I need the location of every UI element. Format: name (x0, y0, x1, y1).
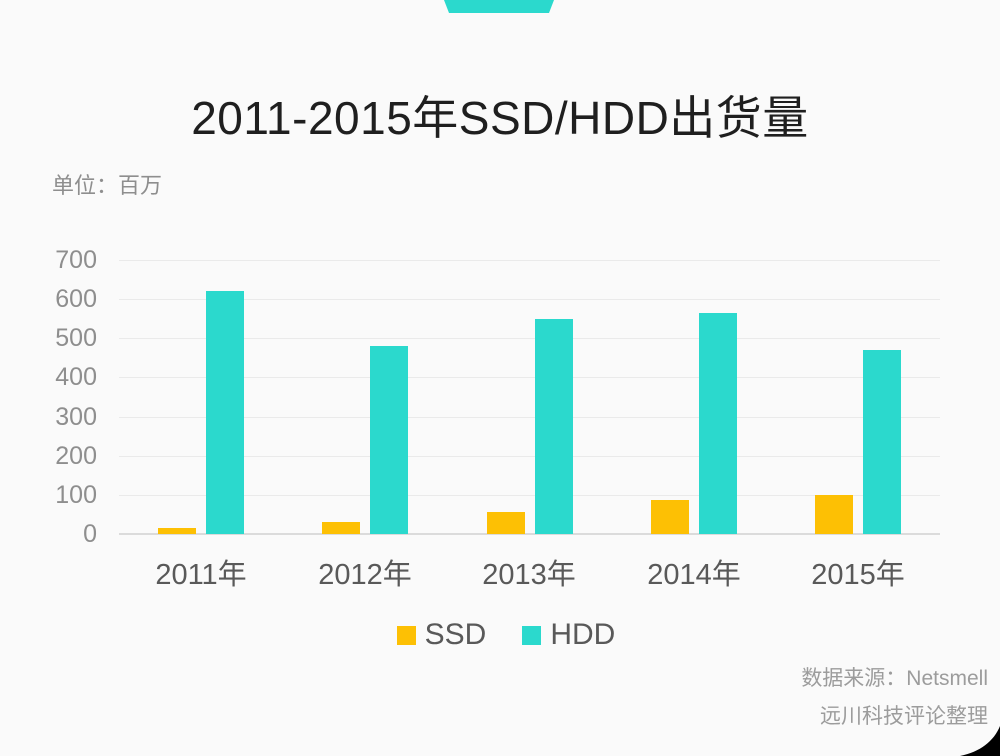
x-axis-category-label: 2013年 (482, 559, 576, 591)
legend-label-hdd: HDD (550, 618, 616, 651)
gridline-400 (119, 377, 940, 378)
bar-hdd-2015年 (863, 350, 901, 534)
legend-item-hdd: HDD (522, 618, 615, 652)
gridline-700 (119, 260, 940, 261)
y-axis-tick-label: 0 (83, 520, 97, 548)
gridline-200 (119, 456, 940, 457)
y-axis-tick-label: 500 (55, 324, 97, 352)
bar-hdd-2013年 (535, 319, 573, 534)
bar-ssd-2012年 (322, 522, 360, 534)
x-axis-category-label: 2012年 (318, 559, 412, 591)
bar-chart-plot-area: 0 100 200 300 400 500 600 700 2011年 2012年 2013年 201… (55, 247, 940, 590)
bar-hdd-2012年 (370, 346, 408, 534)
y-axis-tick-label: 100 (55, 481, 97, 509)
gridline-100 (119, 495, 940, 496)
gridline-600 (119, 299, 940, 300)
x-axis-category-label: 2011年 (155, 559, 247, 591)
chart-title: 2011-2015年SSD/HDD出货量 (191, 92, 809, 144)
x-axis-line (119, 533, 940, 535)
legend-swatch-hdd (522, 625, 542, 645)
unit-label: 单位：百万 (52, 173, 163, 198)
source-line-1: 数据来源：Netsmell (801, 667, 988, 690)
bar-ssd-2013年 (487, 512, 525, 534)
source-attribution: 数据来源：Netsmell 远川科技评论整理 (801, 660, 988, 736)
y-axis-tick-label: 300 (55, 403, 97, 431)
y-axis-tick-label: 700 (55, 246, 97, 274)
bar-ssd-2015年 (815, 495, 853, 534)
bar-ssd-2011年 (158, 528, 196, 534)
legend: SSD HDD (0, 618, 1000, 652)
source-line-2: 远川科技评论整理 (820, 705, 988, 728)
bar-ssd-2014年 (651, 500, 689, 534)
bar-hdd-2011年 (206, 291, 244, 534)
x-axis-category-label: 2015年 (811, 559, 905, 591)
corner-decoration (960, 726, 1000, 756)
top-ribbon-decoration (444, 0, 554, 13)
legend-swatch-ssd (396, 625, 416, 645)
legend-label-ssd: SSD (424, 618, 487, 651)
bar-hdd-2014年 (699, 313, 737, 534)
y-axis-tick-label: 400 (55, 363, 97, 391)
legend-item-ssd: SSD (396, 618, 487, 652)
y-axis-tick-label: 600 (55, 285, 97, 313)
gridline-300 (119, 417, 940, 418)
x-axis-category-label: 2014年 (647, 559, 741, 591)
gridline-500 (119, 338, 940, 339)
y-axis-tick-label: 200 (55, 442, 97, 470)
